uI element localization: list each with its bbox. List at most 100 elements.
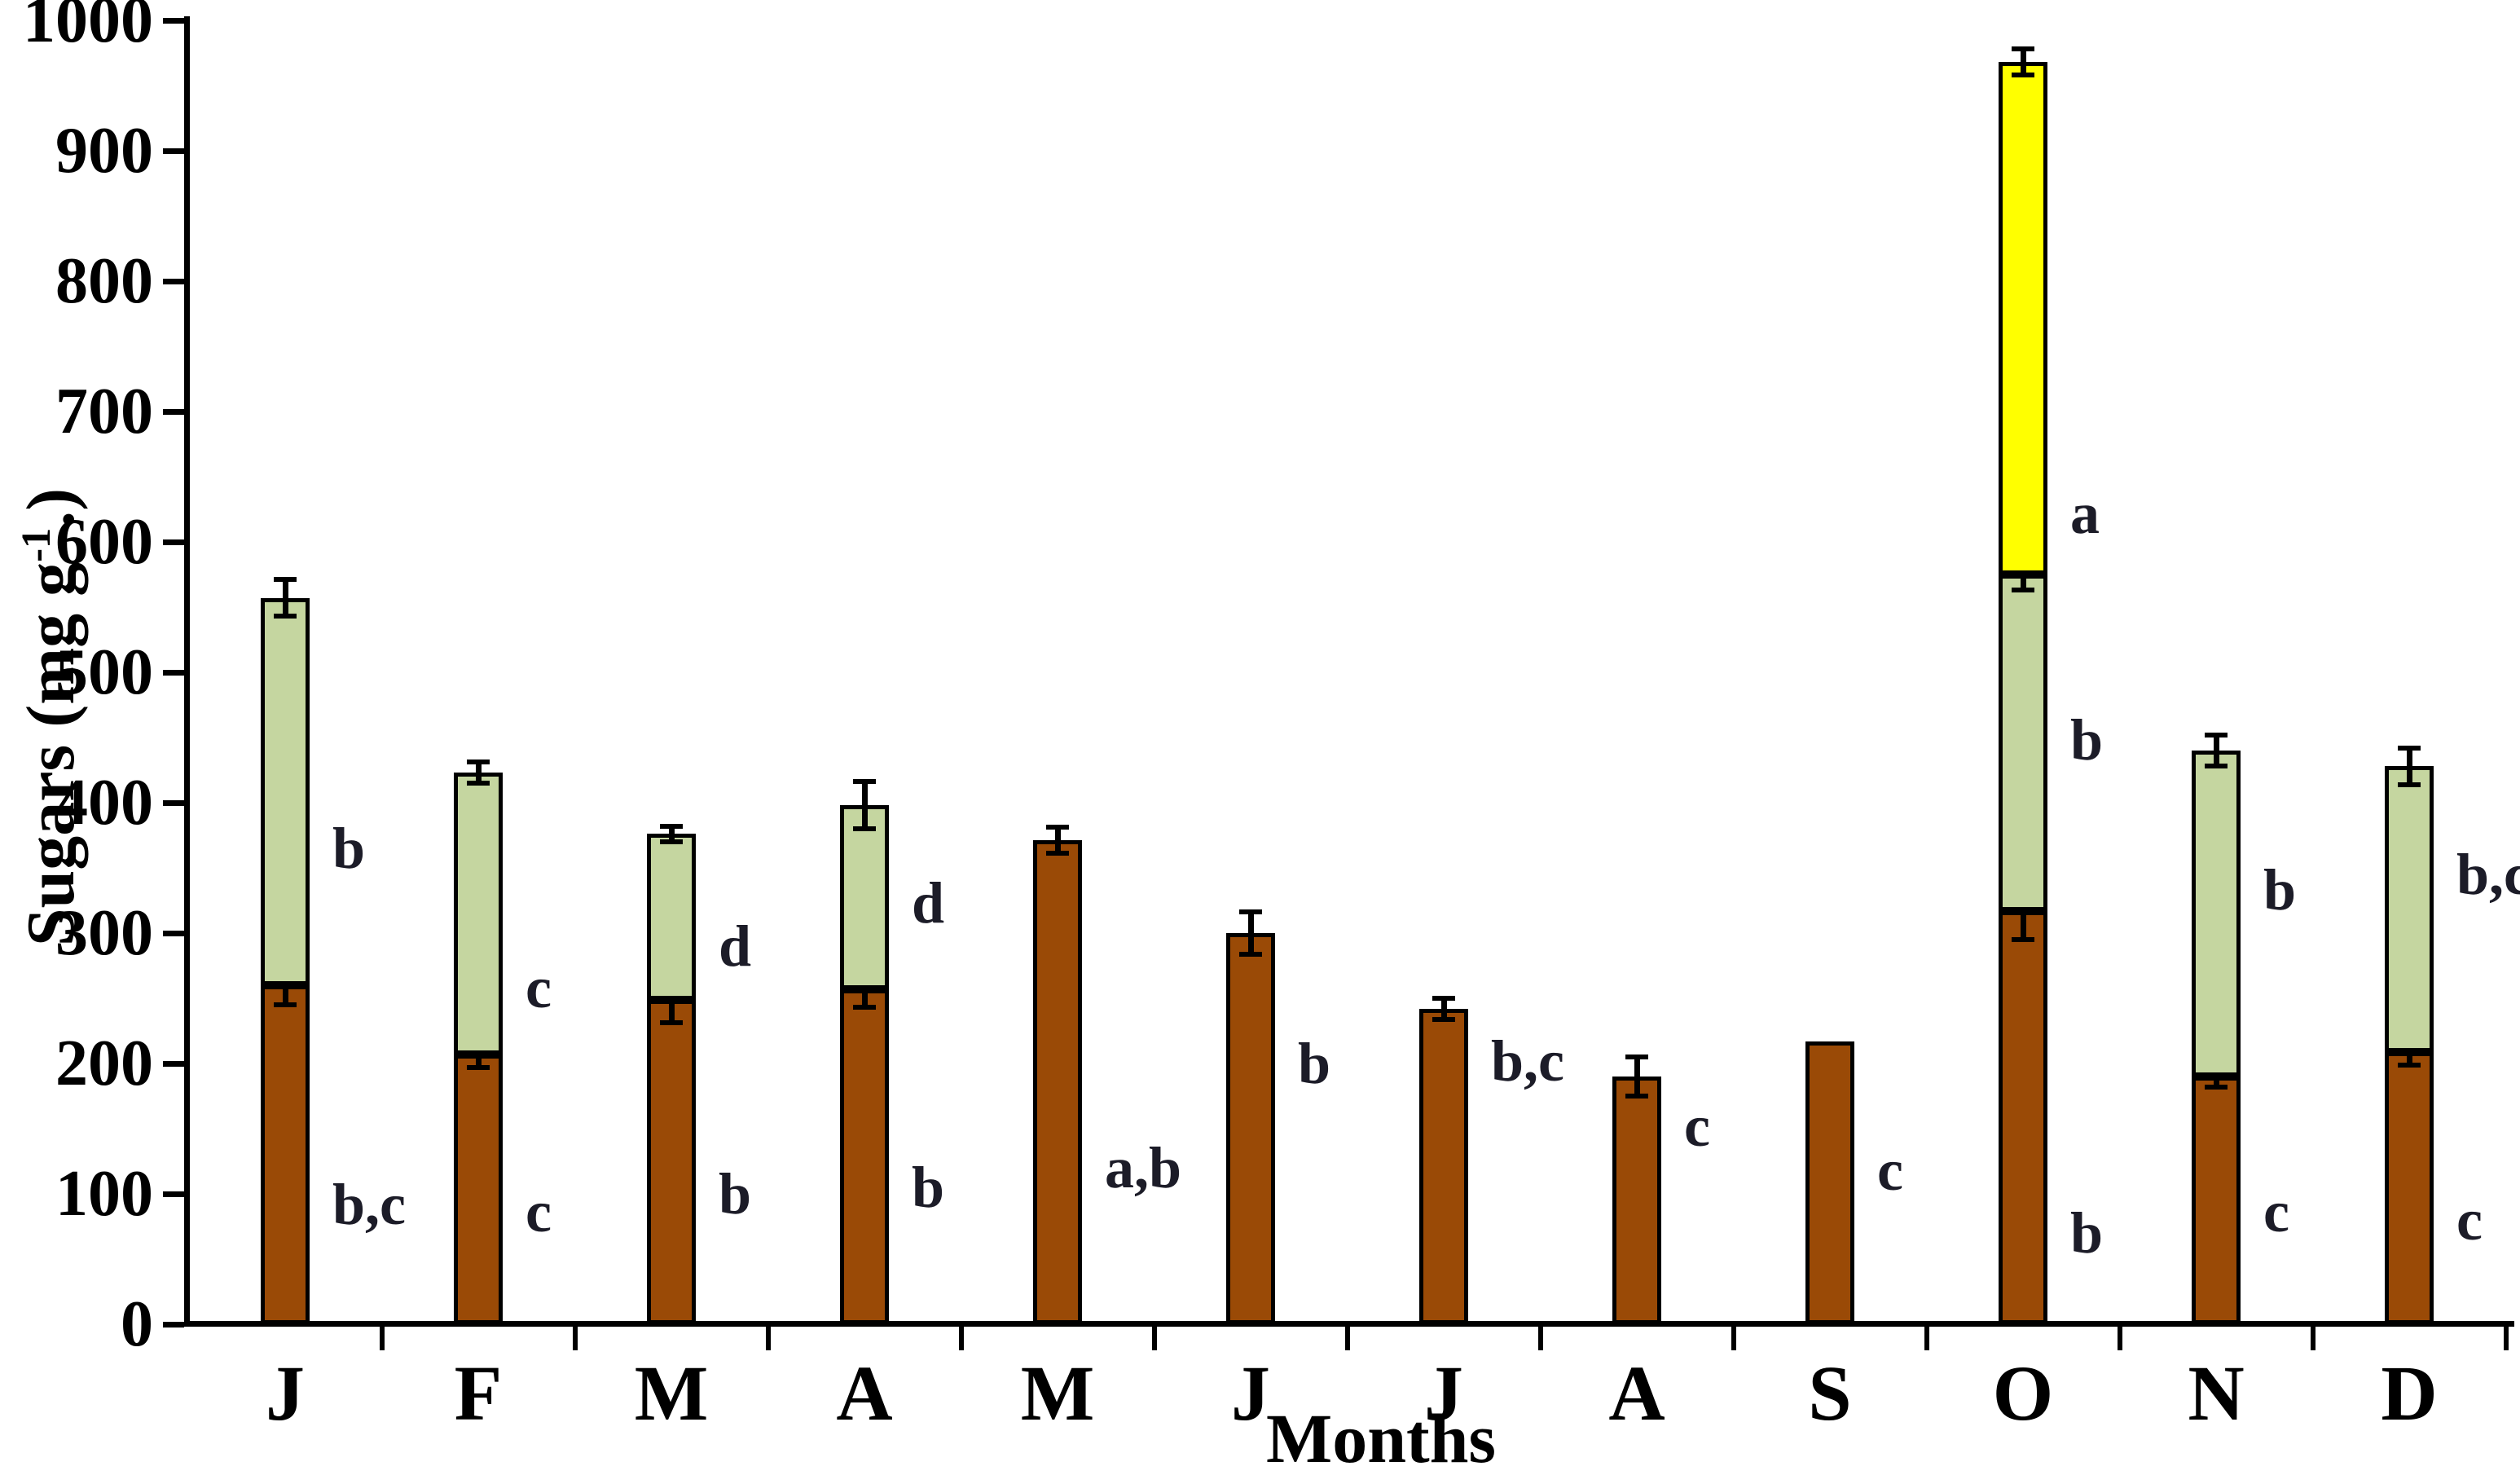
x-tick-label-6: J <box>1231 1350 1270 1437</box>
error-bar-cap-bottom <box>274 614 297 619</box>
error-bar-cap-top <box>2398 745 2421 751</box>
bar-segment-O-green <box>1999 575 2047 911</box>
error-bar-line <box>282 966 288 1005</box>
error-bar-cap-bottom <box>660 839 683 844</box>
error-bar-line <box>2406 747 2412 785</box>
y-tick-label: 500 <box>55 636 153 708</box>
y-tick-label: 600 <box>55 506 153 578</box>
significance-letter: c <box>1684 1093 1710 1159</box>
error-bar-line <box>1054 827 1061 854</box>
significance-letter: d <box>719 914 752 979</box>
error-bar-line <box>1634 1057 1640 1096</box>
y-axis-tick <box>163 18 184 24</box>
error-bar-line <box>668 826 675 842</box>
significance-letter: b <box>2070 1200 2104 1266</box>
error-bar-cap-bottom <box>1046 851 1069 856</box>
error-bar-line <box>1440 998 1447 1019</box>
x-tick-label-4: A <box>836 1350 893 1437</box>
significance-letter: c <box>1877 1138 1903 1204</box>
y-tick-label: 1000 <box>23 0 153 56</box>
y-tick-label: 700 <box>55 376 153 447</box>
error-bar-line <box>861 971 868 1008</box>
error-bar-cap-bottom <box>2012 937 2034 942</box>
error-bar-cap-bottom <box>1625 1094 1648 1099</box>
y-tick-label: 900 <box>55 115 153 187</box>
x-axis-tick <box>1151 1324 1157 1350</box>
error-bar-cap-bottom <box>1239 951 1262 957</box>
error-bar-cap-bottom <box>2205 1084 2228 1090</box>
x-tick-label-12: D <box>2381 1350 2438 1437</box>
error-bar-cap-top <box>2205 732 2228 738</box>
x-axis-tick <box>572 1324 578 1350</box>
y-axis-tick <box>163 409 184 415</box>
y-axis-tick <box>163 670 184 676</box>
bar-segment-M-brown <box>647 999 696 1324</box>
error-bar-cap-bottom <box>2012 588 2034 593</box>
bar-segment-O-brown <box>1999 910 2047 1324</box>
error-bar-cap-top <box>660 823 683 829</box>
error-bar-line <box>1247 912 1254 954</box>
significance-letter: b <box>719 1161 752 1226</box>
bar-segment-D-green <box>2385 766 2434 1052</box>
bar-segment-J-green <box>261 597 310 985</box>
x-tick-label-10: O <box>1992 1350 2054 1437</box>
significance-letter: a,b <box>1105 1135 1182 1200</box>
error-bar-cap-bottom <box>660 1020 683 1026</box>
x-tick-label-9: S <box>1808 1350 1852 1437</box>
y-tick-label: 400 <box>55 767 153 839</box>
significance-letter: c <box>526 1179 552 1245</box>
error-bar-line <box>2213 734 2219 767</box>
bar-segment-J-brown <box>1419 1008 1468 1324</box>
bar-segment-S-brown <box>1805 1041 1854 1324</box>
x-axis-tick <box>2503 1324 2509 1350</box>
x-axis-tick <box>765 1324 771 1350</box>
bar-segment-A-brown <box>1612 1077 1661 1324</box>
y-tick-label: 800 <box>55 245 153 317</box>
error-bar-cap-bottom <box>853 1005 876 1010</box>
significance-letter: b <box>2070 707 2104 773</box>
significance-letter: b <box>912 1155 945 1220</box>
x-axis-tick <box>379 1324 385 1350</box>
x-axis-tick <box>1731 1324 1736 1350</box>
y-axis-line <box>184 16 190 1327</box>
y-axis-tick <box>163 931 184 936</box>
error-bar-line <box>2406 1038 2412 1065</box>
x-tick-label-2: F <box>454 1350 503 1437</box>
y-tick-label: 100 <box>55 1158 153 1230</box>
x-tick-label-7: J <box>1424 1350 1463 1437</box>
significance-letter: c <box>2456 1187 2483 1253</box>
error-bar-cap-bottom <box>853 826 876 831</box>
y-axis-tick <box>163 148 184 154</box>
error-bar-line <box>475 1041 482 1068</box>
significance-letter: a <box>2070 480 2100 546</box>
error-bar-cap-bottom <box>2205 764 2228 769</box>
x-axis-tick <box>1537 1324 1543 1350</box>
y-axis-tick <box>163 800 184 806</box>
x-axis-tick <box>2310 1324 2315 1350</box>
error-bar-cap-top <box>1625 1055 1648 1059</box>
x-axis-tick <box>958 1324 964 1350</box>
error-bar-line <box>475 762 482 783</box>
significance-letter: d <box>912 870 945 936</box>
bar-segment-F-brown <box>454 1054 503 1324</box>
error-bar-line <box>2020 558 2026 591</box>
x-tick-label-1: J <box>266 1350 305 1437</box>
y-axis-tick <box>163 539 184 545</box>
bar-segment-M-brown <box>1033 840 1082 1324</box>
x-tick-label-8: A <box>1608 1350 1665 1437</box>
bar-segment-A-brown <box>840 988 889 1324</box>
error-bar-cap-bottom <box>2398 782 2421 787</box>
significance-letter: b,c <box>2456 842 2520 907</box>
y-tick-label: 200 <box>55 1028 153 1099</box>
x-axis-tick <box>1344 1324 1350 1350</box>
bar-segment-F-green <box>454 773 503 1055</box>
bar-segment-D-brown <box>2385 1051 2434 1324</box>
bar-segment-J-brown <box>261 985 310 1324</box>
significance-letter: b,c <box>1491 1028 1564 1094</box>
error-bar-cap-bottom <box>2398 1062 2421 1068</box>
significance-letter: b <box>332 816 366 881</box>
x-tick-label-5: M <box>1020 1350 1095 1437</box>
y-axis-tick <box>163 279 184 284</box>
error-bar-cap-bottom <box>467 781 490 786</box>
